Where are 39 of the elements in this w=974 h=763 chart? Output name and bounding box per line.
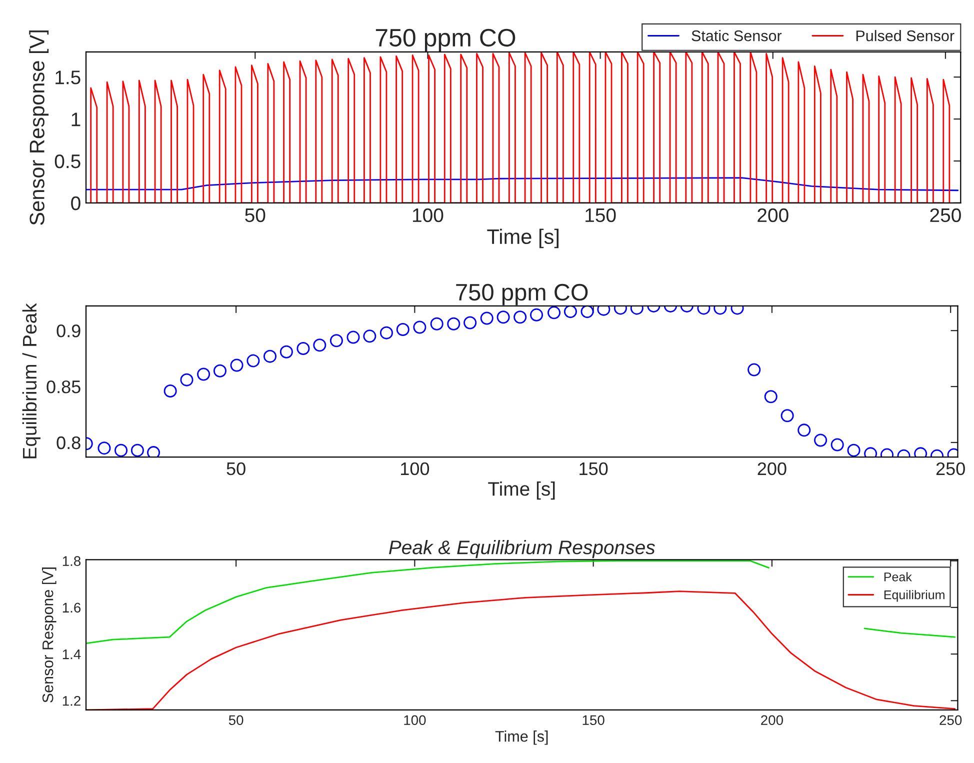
x-tick-label: 150 bbox=[586, 208, 616, 222]
y-tick-label: 1.5 bbox=[56, 70, 80, 84]
legend-label: Pulsed Sensor bbox=[856, 30, 954, 42]
x-axis-title: Time [s] bbox=[495, 730, 548, 745]
legend-label: Static Sensor bbox=[692, 30, 782, 42]
x-tick-label: 200 bbox=[758, 462, 786, 476]
y-tick-label: 1.4 bbox=[62, 650, 81, 660]
legend-label: Peak bbox=[884, 572, 912, 582]
x-axis-title: Time [s] bbox=[487, 228, 558, 248]
y-tick-label: 1.8 bbox=[62, 556, 81, 566]
x-tick-label: 50 bbox=[228, 715, 244, 726]
legend-label: Equilibrium bbox=[884, 590, 944, 602]
x-axis-title: Time [s] bbox=[488, 482, 555, 500]
y-tick-label: 1 bbox=[72, 112, 80, 126]
x-tick-label: 150 bbox=[580, 462, 608, 476]
y-axis-title: Sensor Response [V] bbox=[29, 30, 49, 225]
y-tick-label: 0.9 bbox=[56, 324, 80, 338]
chart-title: 750 ppm CO bbox=[376, 28, 516, 52]
y-tick-label: 0.8 bbox=[56, 436, 80, 450]
x-tick-label: 250 bbox=[940, 715, 962, 726]
y-axis-title: Equilibrium / Peak bbox=[22, 303, 40, 458]
y-tick-label: 0.5 bbox=[54, 154, 80, 168]
y-tick-label: 0.85 bbox=[46, 380, 80, 394]
y-axis-title: Sensor Respone [V] bbox=[42, 568, 56, 702]
x-tick-label: 250 bbox=[930, 208, 961, 222]
x-tick-label: 150 bbox=[582, 715, 604, 726]
y-tick-label: 1.2 bbox=[62, 696, 80, 706]
x-tick-label: 100 bbox=[401, 462, 430, 476]
x-tick-label: 100 bbox=[412, 208, 444, 222]
x-tick-label: 50 bbox=[245, 208, 266, 222]
x-tick-label: 100 bbox=[404, 715, 426, 726]
x-tick-label: 200 bbox=[761, 715, 783, 726]
y-tick-label: 0 bbox=[71, 196, 80, 210]
x-tick-label: 250 bbox=[936, 462, 965, 476]
chart-title: 750 ppm CO bbox=[456, 284, 588, 306]
x-tick-label: 50 bbox=[226, 462, 246, 476]
y-tick-label: 1.6 bbox=[62, 602, 81, 613]
x-tick-label: 200 bbox=[758, 208, 788, 222]
chart-title: Peak & Equilibrium Responses bbox=[388, 540, 655, 558]
